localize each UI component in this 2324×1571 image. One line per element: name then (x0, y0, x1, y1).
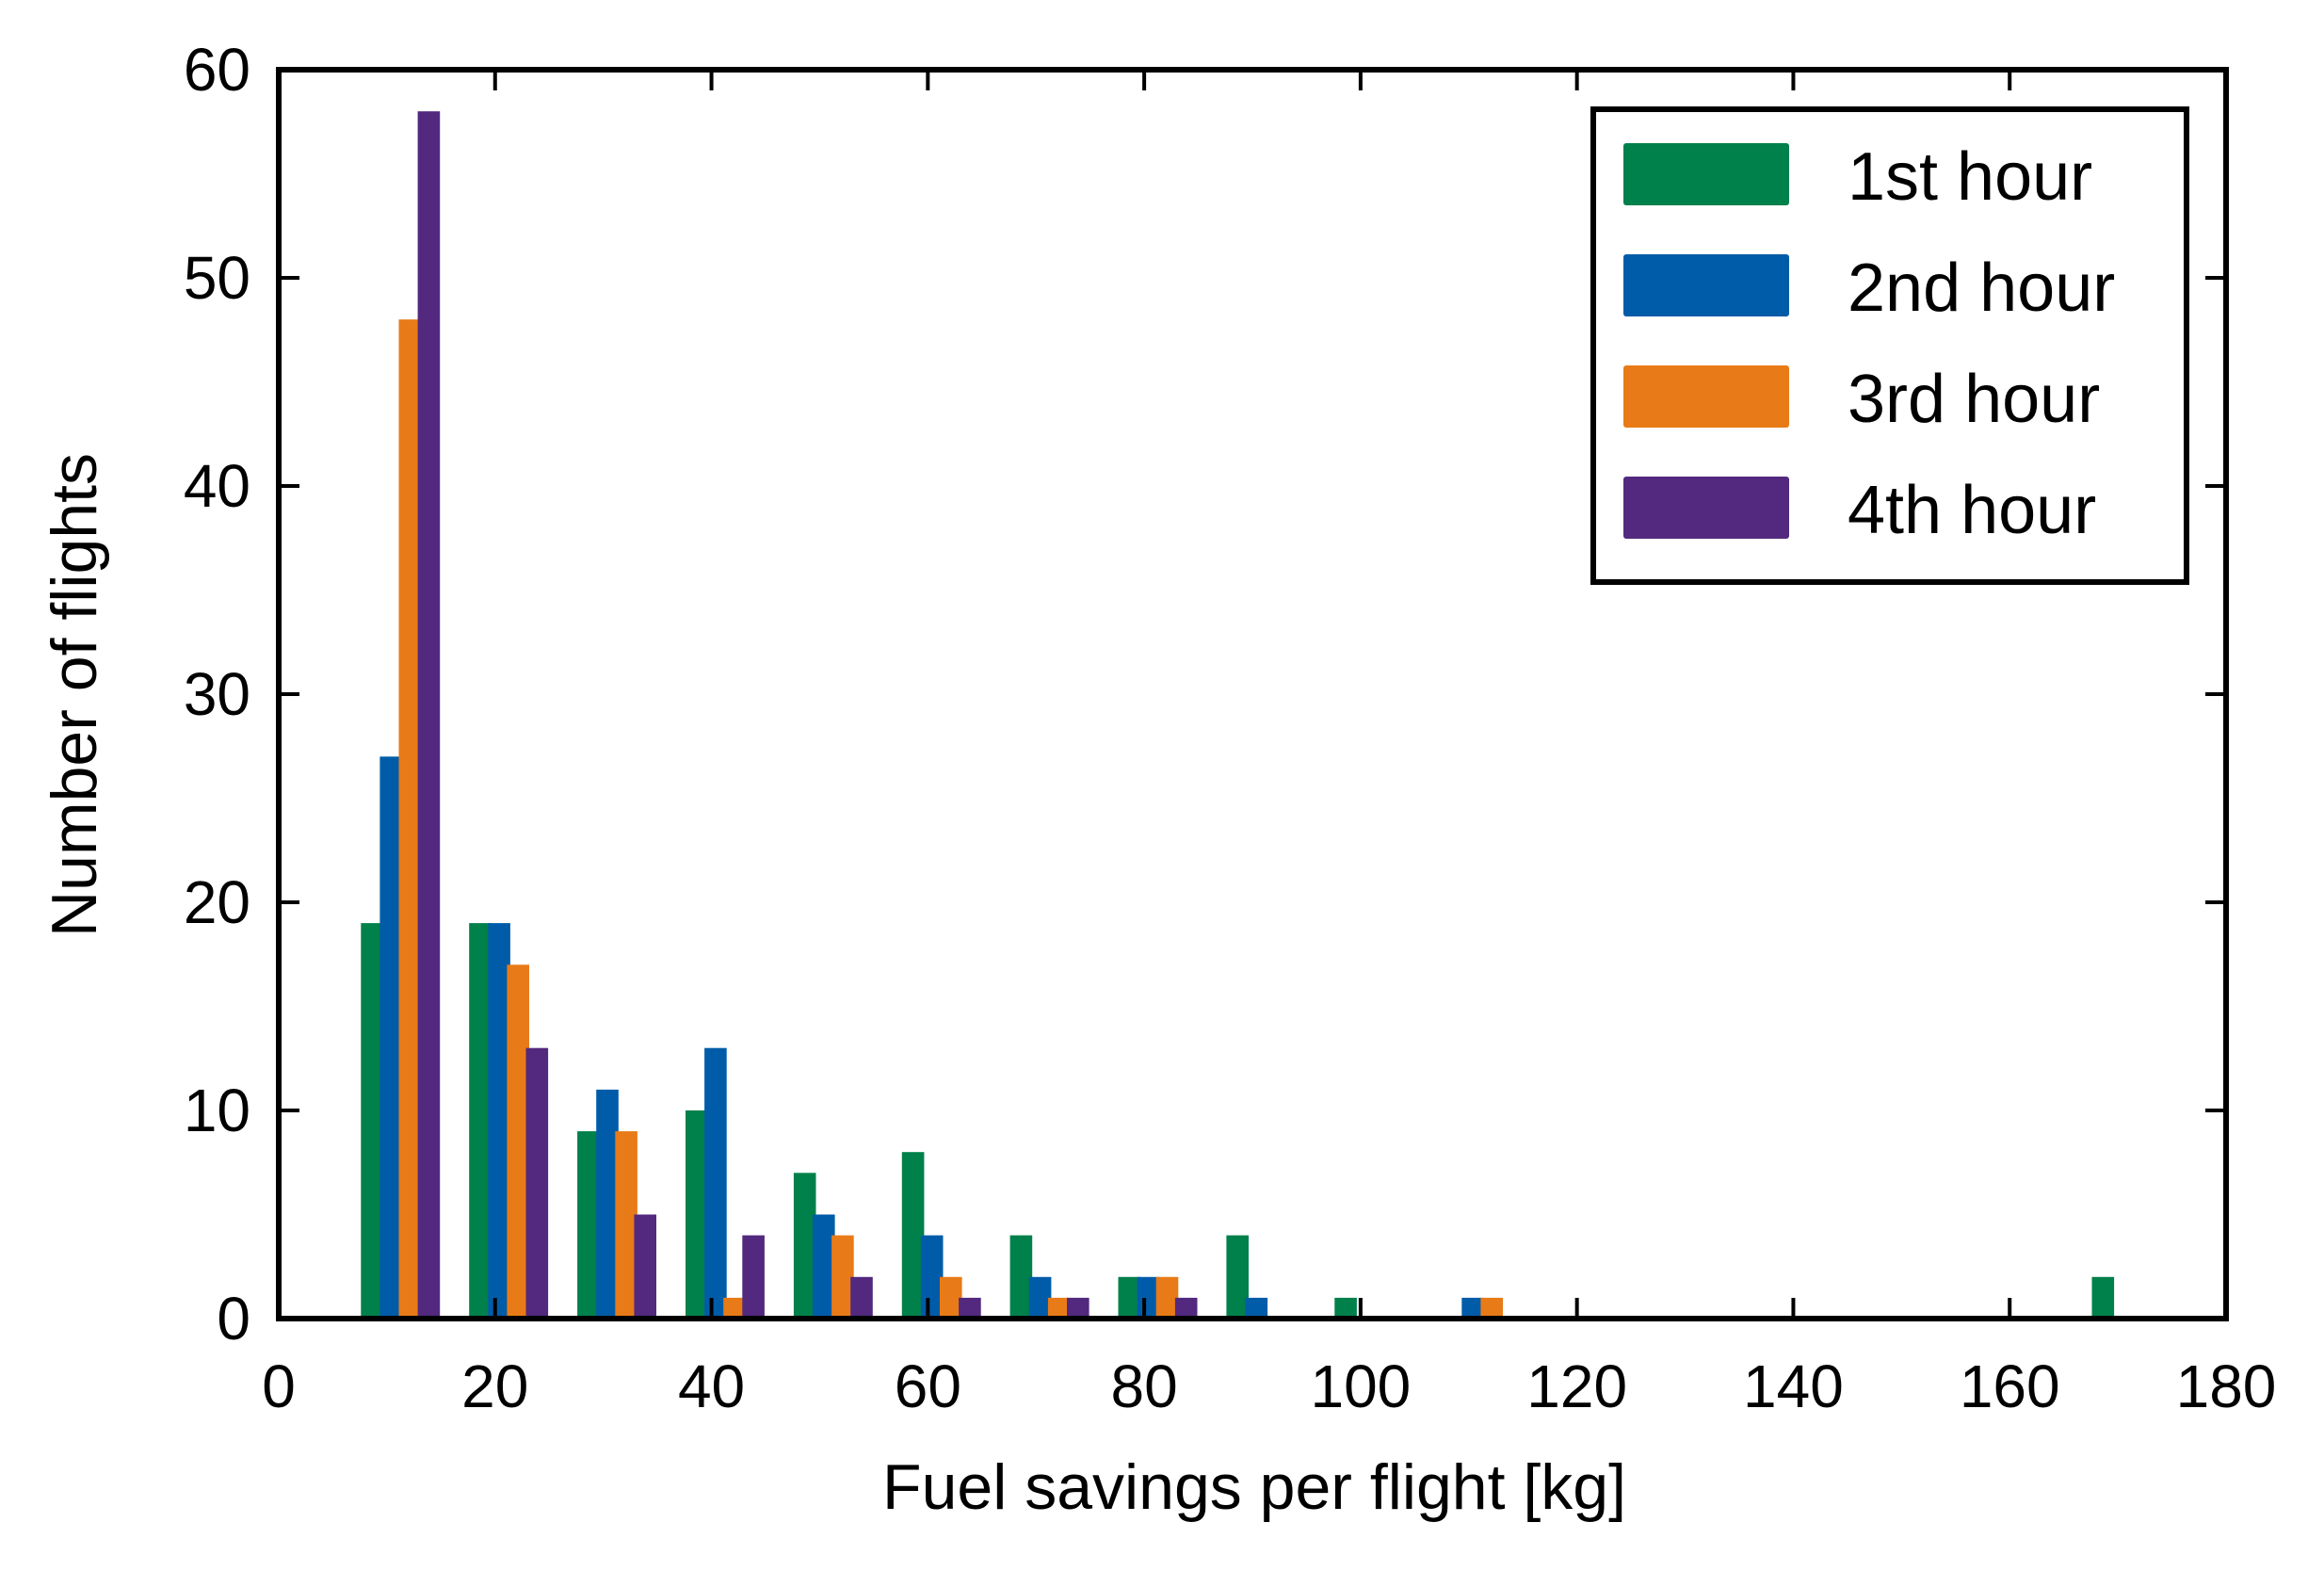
y-tick-label: 0 (217, 1285, 250, 1352)
x-tick-label: 60 (895, 1352, 961, 1420)
legend-swatch-1st-hour (1623, 143, 1789, 205)
bar-2nd-hour-bin-80 (1137, 1276, 1160, 1319)
bar-3rd-hour-bin-10 (398, 319, 422, 1320)
y-tick-label: 20 (184, 868, 250, 936)
bar-4th-hour-bin-50 (850, 1276, 873, 1319)
y-tick-label: 60 (184, 36, 250, 104)
bar-3rd-hour-bin-20 (507, 964, 529, 1319)
bar-4th-hour-bin-10 (417, 111, 441, 1320)
x-tick-label: 100 (1310, 1352, 1411, 1420)
x-tick-label: 0 (262, 1352, 296, 1420)
bar-2nd-hour-bin-60 (920, 1235, 944, 1319)
bar-2nd-hour-bin-40 (704, 1047, 727, 1319)
y-tick-label: 10 (184, 1077, 250, 1144)
x-tick-label: 20 (461, 1352, 528, 1420)
bar-2nd-hour-bin-110 (1461, 1297, 1484, 1319)
bar-3rd-hour-bin-30 (615, 1131, 637, 1319)
y-tick-label: 50 (184, 244, 250, 312)
bar-1st-hour-bin-170 (2091, 1276, 2115, 1319)
bar-1st-hour-bin-30 (577, 1131, 600, 1319)
bar-4th-hour-bin-30 (634, 1214, 656, 1319)
x-tick-label: 120 (1526, 1352, 1627, 1420)
bar-1st-hour-bin-20 (469, 923, 492, 1319)
legend-label-4th-hour: 4th hour (1848, 473, 2096, 548)
bar-3rd-hour-bin-40 (723, 1297, 746, 1319)
y-tick-label: 40 (184, 452, 250, 520)
legend-swatch-4th-hour (1623, 477, 1789, 539)
bar-1st-hour-bin-100 (1334, 1297, 1357, 1319)
bar-2nd-hour-bin-30 (596, 1089, 619, 1319)
x-tick-label: 80 (1111, 1352, 1178, 1420)
x-tick-label: 40 (678, 1352, 745, 1420)
plot-frame (276, 67, 2229, 1321)
legend-label-3rd-hour: 3rd hour (1848, 362, 2100, 437)
bar-4th-hour-bin-20 (525, 1047, 549, 1319)
ticks-layer: 0 20 40 60 80 100 120 140 160 180 0 10 20 30 40 50 60 (184, 36, 2277, 1420)
bar-1st-hour-bin-40 (686, 1110, 708, 1319)
legend-label-2nd-hour: 2nd hour (1848, 251, 2115, 326)
legend-swatch-3rd-hour (1623, 365, 1789, 428)
bar-2nd-hour-bin-90 (1245, 1297, 1268, 1319)
bar-3rd-hour-bin-80 (1155, 1276, 1179, 1319)
bar-1st-hour-bin-60 (901, 1152, 925, 1319)
bar-4th-hour-bin-80 (1174, 1297, 1198, 1319)
x-tick-label: 160 (1960, 1352, 2060, 1420)
bar-2nd-hour-bin-50 (813, 1214, 835, 1319)
legend-swatch-2nd-hour (1623, 254, 1789, 316)
bar-3rd-hour-bin-50 (831, 1235, 854, 1319)
bar-4th-hour-bin-40 (742, 1235, 765, 1319)
bar-1st-hour-bin-80 (1118, 1276, 1141, 1319)
y-axis-label: Number of flights (39, 453, 110, 937)
bar-4th-hour-bin-60 (959, 1297, 981, 1319)
legend: 1st hour 2nd hour 3rd hour 4th hour (1590, 106, 2189, 585)
bars-layer (361, 111, 2115, 1320)
legend-label-1st-hour: 1st hour (1848, 139, 2092, 215)
bar-1st-hour-bin-10 (361, 923, 383, 1319)
x-tick-label: 180 (2176, 1352, 2277, 1420)
bar-2nd-hour-bin-10 (379, 756, 402, 1319)
x-axis-label: Fuel savings per flight [kg] (882, 1451, 1626, 1523)
bar-4th-hour-bin-70 (1067, 1297, 1089, 1319)
bar-3rd-hour-bin-110 (1480, 1297, 1503, 1319)
bar-3rd-hour-bin-60 (940, 1276, 962, 1319)
bar-1st-hour-bin-70 (1009, 1235, 1033, 1319)
bar-3rd-hour-bin-70 (1047, 1297, 1071, 1319)
bar-1st-hour-bin-90 (1226, 1235, 1249, 1319)
y-tick-label: 30 (184, 660, 250, 728)
bar-2nd-hour-bin-70 (1028, 1276, 1052, 1319)
x-tick-label: 140 (1743, 1352, 1844, 1420)
bar-2nd-hour-bin-20 (488, 923, 510, 1319)
bar-1st-hour-bin-50 (793, 1173, 816, 1319)
